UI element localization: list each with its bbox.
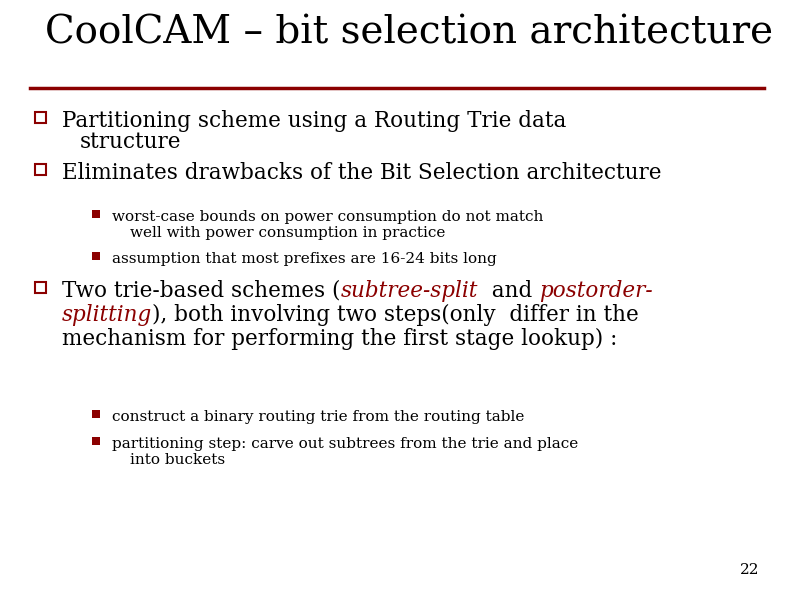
Text: assumption that most prefixes are 16-24 bits long: assumption that most prefixes are 16-24 … — [112, 252, 497, 266]
Text: ), both involving two steps(only  differ in the: ), both involving two steps(only differ … — [152, 304, 639, 326]
Text: postorder-: postorder- — [539, 280, 653, 302]
Text: Eliminates drawbacks of the Bit Selection architecture: Eliminates drawbacks of the Bit Selectio… — [62, 162, 661, 184]
Text: construct a binary routing trie from the routing table: construct a binary routing trie from the… — [112, 410, 524, 424]
Text: Two trie-based schemes (: Two trie-based schemes ( — [62, 280, 341, 302]
Bar — [92, 210, 100, 218]
Text: splitting: splitting — [62, 304, 152, 326]
Text: subtree-split: subtree-split — [341, 280, 478, 302]
Text: partitioning step: carve out subtrees from the trie and place: partitioning step: carve out subtrees fr… — [112, 437, 578, 451]
Bar — [92, 437, 100, 445]
Bar — [92, 252, 100, 260]
Text: and: and — [478, 280, 539, 302]
Text: worst-case bounds on power consumption do not match: worst-case bounds on power consumption d… — [112, 210, 543, 224]
Bar — [35, 164, 46, 175]
Text: well with power consumption in practice: well with power consumption in practice — [130, 226, 445, 240]
Bar — [35, 112, 46, 123]
Text: Partitioning scheme using a Routing Trie data: Partitioning scheme using a Routing Trie… — [62, 110, 566, 132]
Bar — [92, 410, 100, 418]
Text: CoolCAM – bit selection architecture: CoolCAM – bit selection architecture — [45, 15, 773, 52]
Bar — [35, 282, 46, 293]
Text: mechanism for performing the first stage lookup) :: mechanism for performing the first stage… — [62, 328, 618, 350]
Text: structure: structure — [80, 131, 182, 153]
Text: 22: 22 — [739, 563, 759, 577]
Text: into buckets: into buckets — [130, 453, 225, 467]
